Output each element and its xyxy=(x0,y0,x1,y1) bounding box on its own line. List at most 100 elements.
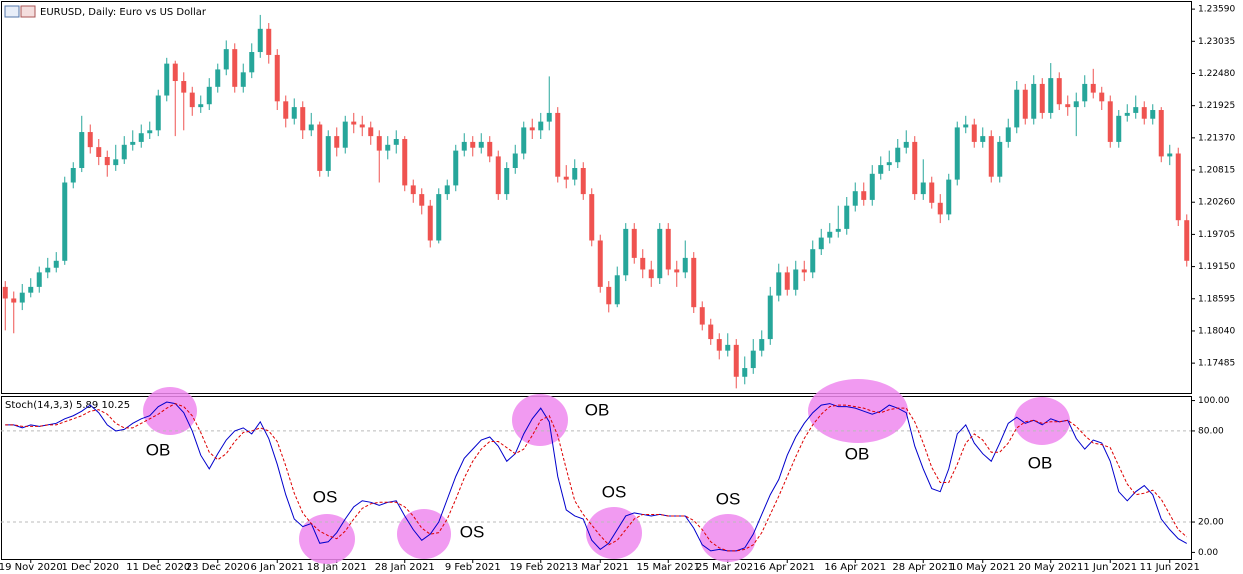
candle-body xyxy=(963,124,969,128)
y-tick-label: 0.00 xyxy=(1198,548,1218,558)
candle-body xyxy=(563,176,569,180)
candle-body xyxy=(70,168,76,183)
y-tick-label: 1.18040 xyxy=(1198,326,1235,336)
candle-body xyxy=(852,191,858,206)
candle-body xyxy=(351,121,357,125)
candle-body xyxy=(521,127,527,154)
candle-body xyxy=(376,136,382,151)
candle-body xyxy=(691,257,697,308)
highlight-circle xyxy=(512,394,568,446)
candle-body xyxy=(62,182,68,261)
y-tick-label: 20.00 xyxy=(1198,518,1224,528)
candle-body xyxy=(784,272,790,290)
stoch-line xyxy=(5,401,1187,552)
candle-body xyxy=(801,269,807,273)
candle-body xyxy=(1031,83,1037,119)
x-tick-label: 1 Jun 2021 xyxy=(1083,562,1137,573)
annotation: OB xyxy=(146,440,171,459)
candle-body xyxy=(1107,101,1113,142)
candle-body xyxy=(648,269,654,279)
candle-body xyxy=(538,121,544,131)
candle-body xyxy=(640,257,646,270)
x-tick-label: 3 Mar 2021 xyxy=(572,562,629,573)
candle-body xyxy=(954,127,960,180)
candle-body xyxy=(682,257,688,273)
candle-body xyxy=(121,144,127,160)
candle-body xyxy=(580,168,586,195)
candle-body xyxy=(810,249,816,273)
candle-body xyxy=(478,141,484,148)
candle-body xyxy=(427,205,433,241)
candle-body xyxy=(308,124,314,131)
candle-body xyxy=(215,69,221,87)
candle-body xyxy=(1184,220,1190,261)
candle-body xyxy=(419,194,425,206)
candle-body xyxy=(1158,110,1164,157)
candle-body xyxy=(181,81,187,93)
candle-body xyxy=(138,133,144,142)
stoch-pane xyxy=(1,396,1192,560)
candle-body xyxy=(87,132,93,148)
stoch-line xyxy=(5,403,1188,552)
candle-body xyxy=(1116,115,1122,142)
candle-body xyxy=(971,124,977,142)
candle-body xyxy=(1082,83,1088,102)
candle-body xyxy=(317,124,323,171)
candle-body xyxy=(11,298,17,303)
candle-body xyxy=(861,191,867,200)
x-tick-label: 20 May 2021 xyxy=(1018,562,1083,573)
candle-body xyxy=(818,237,824,250)
candle-body xyxy=(147,130,153,134)
x-tick-label: 23 Dec 2020 xyxy=(186,562,250,573)
x-tick-label: 28 Apr 2021 xyxy=(892,562,954,573)
candle-body xyxy=(1124,112,1130,116)
candle-body xyxy=(512,153,518,169)
candle-body xyxy=(240,72,246,87)
candle-body xyxy=(742,368,748,377)
candle-body xyxy=(257,28,263,53)
y-tick-label: 100.00 xyxy=(1198,396,1230,406)
candle-body xyxy=(342,121,348,148)
candle-body xyxy=(28,286,34,293)
candle-body xyxy=(529,127,535,131)
candle-body xyxy=(1065,104,1071,108)
x-tick-label: 6 Apr 2021 xyxy=(760,562,815,573)
candle-body xyxy=(1056,78,1062,105)
indicator-title: Stoch(14,3,3) 5.89 10.25 xyxy=(5,400,130,411)
candle-body xyxy=(368,127,374,137)
x-tick-label: 11 Jun 2021 xyxy=(1140,562,1200,573)
x-tick-label: 25 Mar 2021 xyxy=(696,562,759,573)
highlight-circle xyxy=(1014,397,1070,445)
annotation: OS xyxy=(460,522,485,541)
candle-body xyxy=(869,173,875,200)
chart-title: EURUSD, Daily: Euro vs US Dollar xyxy=(40,7,207,18)
price-pane xyxy=(1,1,1192,394)
candle-body xyxy=(699,307,705,325)
candle-body xyxy=(155,95,161,131)
candle-body xyxy=(1039,83,1045,113)
candle-body xyxy=(291,107,297,119)
candle-body xyxy=(198,104,204,108)
candle-body xyxy=(776,272,782,296)
candle-body xyxy=(997,141,1003,177)
y-tick-label: 1.21370 xyxy=(1198,133,1235,143)
x-tick-label: 9 Feb 2021 xyxy=(445,562,501,573)
x-tick-label: 1 Dec 2020 xyxy=(61,562,119,573)
candle-body xyxy=(835,228,841,232)
candle-body xyxy=(461,141,467,151)
y-tick-label: 1.19150 xyxy=(1198,262,1235,272)
highlight-circle xyxy=(586,507,642,559)
highlight-circle xyxy=(397,509,451,559)
annotation: OS xyxy=(313,487,338,506)
candle-body xyxy=(1022,89,1028,119)
candle-body xyxy=(546,112,552,122)
candle-body xyxy=(827,231,833,238)
candle-body xyxy=(980,136,986,142)
y-tick-label: 80.00 xyxy=(1198,426,1224,436)
candle-body xyxy=(402,139,408,186)
candle-body xyxy=(895,147,901,163)
candle-body xyxy=(300,107,306,131)
candle-body xyxy=(725,344,731,351)
